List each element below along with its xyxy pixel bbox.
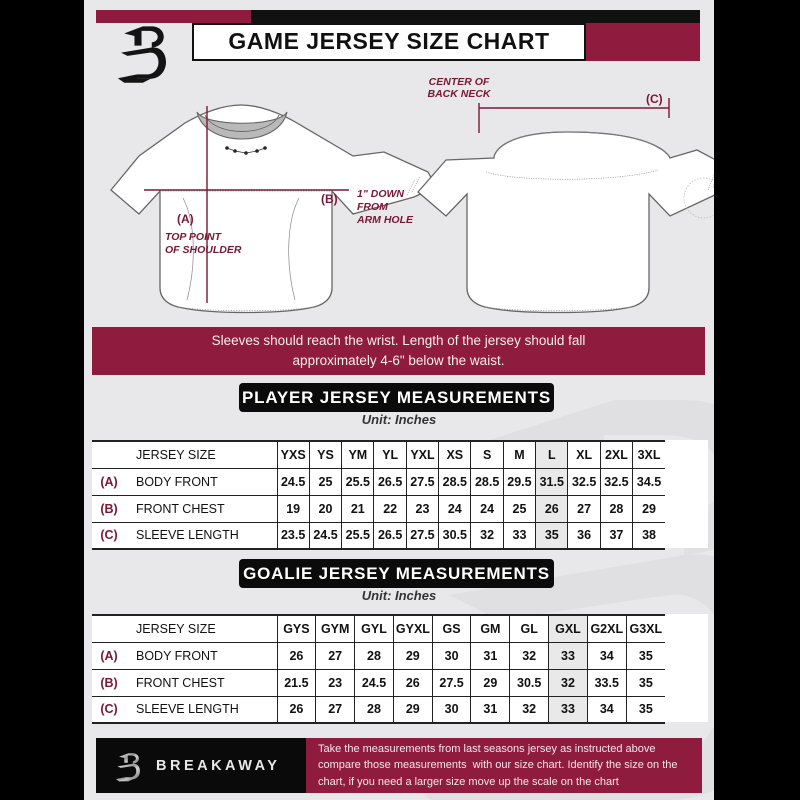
svg-text:1" DOWN: 1" DOWN — [357, 188, 404, 200]
svg-text:(A): (A) — [177, 212, 194, 226]
svg-text:OF SHOULDER: OF SHOULDER — [165, 244, 242, 256]
svg-text:FROM: FROM — [357, 201, 388, 213]
svg-text:(C): (C) — [646, 92, 663, 106]
svg-text:CENTER OF: CENTER OF — [429, 76, 490, 88]
svg-text:ARM HOLE: ARM HOLE — [356, 214, 414, 226]
svg-text:(B): (B) — [321, 192, 338, 206]
svg-text:BACK NECK: BACK NECK — [428, 88, 492, 100]
svg-text:TOP POINT: TOP POINT — [165, 231, 223, 243]
